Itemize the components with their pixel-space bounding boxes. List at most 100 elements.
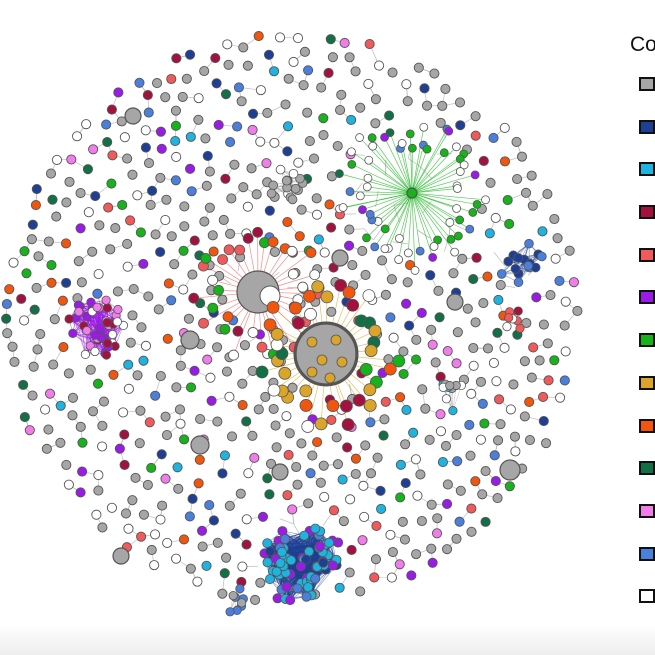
network-node[interactable] bbox=[368, 324, 382, 338]
network-node[interactable] bbox=[475, 434, 486, 445]
network-node[interactable] bbox=[235, 488, 246, 499]
legend-item[interactable] bbox=[630, 145, 655, 188]
network-node[interactable] bbox=[161, 194, 172, 205]
network-node[interactable] bbox=[318, 557, 329, 568]
network-node[interactable] bbox=[454, 97, 466, 108]
network-node[interactable] bbox=[226, 193, 237, 204]
network-node[interactable] bbox=[74, 307, 84, 317]
network-node[interactable] bbox=[171, 382, 182, 393]
network-node[interactable] bbox=[405, 129, 415, 139]
network-node[interactable] bbox=[492, 493, 503, 504]
network-node[interactable] bbox=[257, 511, 269, 522]
network-node[interactable] bbox=[92, 302, 102, 312]
network-node[interactable] bbox=[523, 260, 534, 271]
network-node[interactable] bbox=[480, 466, 491, 477]
network-node[interactable] bbox=[470, 111, 481, 122]
network-node[interactable] bbox=[202, 150, 213, 161]
network-node[interactable] bbox=[155, 514, 166, 525]
network-node[interactable] bbox=[150, 390, 161, 401]
network-node[interactable] bbox=[97, 441, 108, 452]
network-node[interactable] bbox=[495, 419, 506, 430]
network-node[interactable] bbox=[160, 411, 171, 422]
legend-item[interactable] bbox=[630, 316, 655, 359]
network-node[interactable] bbox=[237, 378, 248, 389]
network-node[interactable] bbox=[441, 394, 452, 404]
network-node[interactable] bbox=[297, 281, 309, 293]
network-node[interactable] bbox=[278, 366, 292, 380]
network-node[interactable] bbox=[127, 310, 138, 321]
network-node[interactable] bbox=[428, 253, 438, 262]
network-node[interactable] bbox=[87, 406, 99, 417]
network-node[interactable] bbox=[510, 446, 521, 457]
network-node[interactable] bbox=[155, 246, 166, 258]
legend-item[interactable] bbox=[630, 359, 655, 402]
network-node[interactable] bbox=[143, 158, 155, 169]
network-node[interactable] bbox=[466, 388, 477, 399]
network-node[interactable] bbox=[440, 83, 451, 94]
network-node[interactable] bbox=[73, 256, 84, 267]
network-node[interactable] bbox=[559, 320, 570, 331]
network-node[interactable] bbox=[220, 89, 232, 100]
network-node[interactable] bbox=[292, 583, 303, 594]
network-node[interactable] bbox=[332, 140, 343, 152]
network-node[interactable] bbox=[299, 46, 311, 57]
network-node[interactable] bbox=[225, 136, 236, 148]
network-node[interactable] bbox=[224, 500, 235, 511]
legend-item[interactable] bbox=[630, 231, 655, 274]
network-node[interactable] bbox=[388, 332, 399, 343]
network-node[interactable] bbox=[226, 431, 238, 442]
network-node[interactable] bbox=[331, 249, 349, 267]
network-node[interactable] bbox=[454, 516, 465, 527]
network-node[interactable] bbox=[146, 462, 157, 473]
network-node[interactable] bbox=[427, 339, 438, 350]
network-node[interactable] bbox=[207, 302, 219, 314]
network-node[interactable] bbox=[554, 275, 565, 286]
network-node[interactable] bbox=[41, 443, 52, 454]
network-node[interactable] bbox=[320, 290, 334, 304]
network-node[interactable] bbox=[205, 372, 216, 383]
network-node[interactable] bbox=[369, 572, 380, 583]
network-node[interactable] bbox=[282, 217, 293, 228]
network-node[interactable] bbox=[328, 505, 340, 516]
network-node[interactable] bbox=[452, 204, 461, 213]
network-node[interactable] bbox=[127, 495, 138, 506]
network-node[interactable] bbox=[110, 223, 121, 234]
network-node[interactable] bbox=[77, 466, 88, 477]
network-node[interactable] bbox=[434, 312, 445, 323]
network-node[interactable] bbox=[2, 328, 13, 339]
network-node[interactable] bbox=[550, 253, 561, 264]
network-node[interactable] bbox=[136, 322, 147, 333]
network-node[interactable] bbox=[400, 439, 411, 450]
network-node[interactable] bbox=[270, 327, 284, 341]
network-node[interactable] bbox=[471, 252, 482, 263]
network-node[interactable] bbox=[195, 414, 206, 425]
network-node[interactable] bbox=[368, 141, 378, 151]
network-node[interactable] bbox=[119, 132, 130, 143]
network-node[interactable] bbox=[179, 201, 190, 212]
network-node[interactable] bbox=[199, 216, 210, 227]
network-node[interactable] bbox=[248, 108, 259, 119]
network-node[interactable] bbox=[219, 450, 230, 461]
network-node[interactable] bbox=[330, 334, 342, 346]
network-node[interactable] bbox=[484, 228, 495, 239]
network-node[interactable] bbox=[505, 404, 516, 415]
network-node[interactable] bbox=[286, 245, 298, 257]
network-node[interactable] bbox=[282, 146, 293, 157]
network-node[interactable] bbox=[478, 155, 489, 166]
network-node[interactable] bbox=[122, 153, 133, 164]
network-node[interactable] bbox=[255, 85, 266, 96]
network-node[interactable] bbox=[175, 360, 186, 371]
network-node[interactable] bbox=[383, 354, 394, 365]
network-node[interactable] bbox=[466, 526, 477, 537]
network-node[interactable] bbox=[144, 417, 155, 428]
network-node[interactable] bbox=[394, 255, 404, 264]
network-node[interactable] bbox=[520, 187, 532, 198]
network-node[interactable] bbox=[385, 128, 395, 137]
network-node[interactable] bbox=[204, 499, 215, 511]
network-node[interactable] bbox=[206, 395, 217, 406]
network-node[interactable] bbox=[355, 191, 365, 201]
network-node[interactable] bbox=[256, 341, 268, 353]
network-node[interactable] bbox=[509, 431, 521, 442]
network-node[interactable] bbox=[342, 442, 353, 453]
network-node[interactable] bbox=[410, 454, 421, 465]
